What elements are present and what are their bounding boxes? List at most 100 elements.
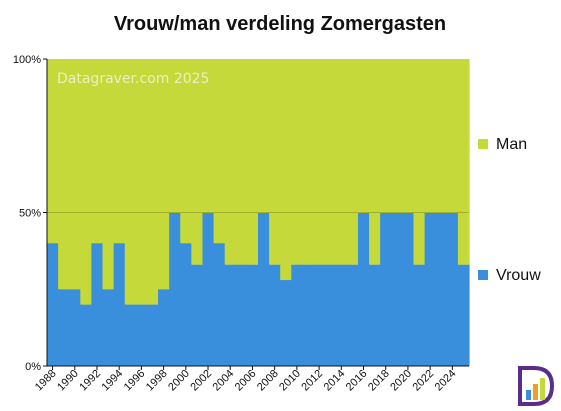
- plot-area: [47, 59, 470, 366]
- bar-vrouw-2019: [391, 212, 403, 366]
- bar-man-2022: [424, 59, 437, 213]
- bar-man-1992: [91, 59, 104, 244]
- bar-vrouw-2024: [446, 212, 459, 366]
- bar-vrouw-1999: [169, 212, 181, 366]
- bar-vrouw-2011: [302, 264, 315, 366]
- x-tick-label: 1996: [122, 368, 148, 394]
- bar-man-2001: [191, 59, 204, 265]
- bar-man-2008: [269, 59, 281, 265]
- bar-man-2009: [280, 59, 292, 281]
- x-tick-label: 2016: [344, 368, 370, 394]
- bar-man-2013: [324, 59, 337, 265]
- datagraver-logo-icon: [518, 366, 555, 406]
- bar-man-2017: [369, 59, 381, 265]
- bar-man-1997: [146, 59, 159, 305]
- bar-man-2007: [258, 59, 270, 213]
- bar-vrouw-1988: [47, 243, 59, 366]
- bar-man-2021: [413, 59, 426, 265]
- bar-man-1998: [158, 59, 170, 290]
- bar-man-1990: [69, 59, 81, 290]
- bar-vrouw-2009: [280, 280, 292, 366]
- bar-vrouw-2013: [324, 264, 337, 366]
- bar-vrouw-1993: [102, 289, 115, 366]
- bar-vrouw-2004: [224, 264, 237, 366]
- bar-man-2019: [391, 59, 403, 213]
- bar-vrouw-2010: [291, 264, 304, 366]
- bar-vrouw-1997: [146, 304, 159, 366]
- bar-vrouw-2015: [346, 264, 359, 366]
- bar-vrouw-2008: [269, 264, 281, 366]
- x-tick-label: 2008: [255, 368, 281, 394]
- bar-vrouw-2003: [213, 243, 226, 366]
- chart-title: Vrouw/man verdeling Zomergasten: [114, 13, 446, 35]
- watermark-text: Datagraver.com 2025: [57, 71, 209, 87]
- bar-man-1991: [80, 59, 93, 305]
- bar-man-2018: [380, 59, 392, 213]
- bar-man-2020: [402, 59, 415, 213]
- x-tick-label: 1994: [100, 368, 126, 394]
- bar-man-2005: [235, 59, 248, 265]
- x-tick-label: 2000: [166, 368, 192, 394]
- x-tick-label: 2010: [277, 368, 303, 394]
- x-tick-label: 2002: [188, 368, 214, 394]
- bar-vrouw-2006: [246, 264, 259, 366]
- bar-vrouw-2007: [258, 212, 270, 366]
- legend-label-vrouw: Vrouw: [496, 267, 541, 284]
- bar-vrouw-1991: [80, 304, 93, 366]
- bar-man-2000: [180, 59, 192, 244]
- bar-vrouw-2017: [369, 264, 381, 366]
- bar-man-2003: [213, 59, 226, 244]
- bar-man-2016: [357, 59, 370, 213]
- bar-vrouw-2016: [357, 212, 370, 366]
- x-tick-label: 1990: [55, 368, 81, 394]
- x-tick-label: 2012: [299, 368, 325, 394]
- legend: Man Vrouw: [478, 136, 541, 284]
- x-tick-label: 2020: [388, 368, 414, 394]
- bar-man-2002: [202, 59, 215, 213]
- legend-label-man: Man: [496, 136, 527, 153]
- bar-man-2011: [302, 59, 315, 265]
- bar-vrouw-2014: [335, 264, 348, 366]
- legend-swatch-man: [478, 139, 488, 149]
- bar-vrouw-2021: [413, 264, 426, 366]
- y-tick-label: 50%: [19, 208, 41, 220]
- y-tick-label: 0%: [25, 361, 41, 373]
- bar-vrouw-2000: [180, 243, 192, 366]
- bar-man-2004: [224, 59, 237, 265]
- bar-man-1996: [135, 59, 148, 305]
- x-tick-label: 2018: [366, 368, 392, 394]
- bar-vrouw-2001: [191, 264, 204, 366]
- x-tick-label: 2004: [211, 368, 237, 394]
- bar-vrouw-2018: [380, 212, 392, 366]
- bar-man-2010: [291, 59, 304, 265]
- bar-man-2024: [446, 59, 459, 213]
- legend-swatch-vrouw: [478, 270, 488, 280]
- bar-man-2012: [313, 59, 326, 265]
- bar-vrouw-2023: [435, 212, 448, 366]
- x-tick-label: 2006: [233, 368, 259, 394]
- bar-vrouw-1998: [158, 289, 170, 366]
- x-tick-label: 2014: [322, 368, 348, 394]
- bar-vrouw-2005: [235, 264, 248, 366]
- bar-man-2006: [246, 59, 259, 265]
- bar-vrouw-1992: [91, 243, 104, 366]
- bar-vrouw-2025: [457, 264, 470, 366]
- bar-man-2015: [346, 59, 359, 265]
- x-tick-label: 2022: [410, 368, 436, 394]
- bar-man-1999: [169, 59, 181, 213]
- bar-man-2014: [335, 59, 348, 265]
- bar-man-1989: [58, 59, 70, 290]
- bar-vrouw-2020: [402, 212, 415, 366]
- bar-man-1995: [124, 59, 137, 305]
- bar-vrouw-1989: [58, 289, 70, 366]
- bar-man-1993: [102, 59, 115, 290]
- bar-vrouw-1996: [135, 304, 148, 366]
- bar-vrouw-1990: [69, 289, 81, 366]
- bar-man-2023: [435, 59, 448, 213]
- bar-vrouw-2002: [202, 212, 215, 366]
- x-tick-label: 1992: [77, 368, 103, 394]
- y-tick-label: 100%: [13, 54, 41, 66]
- bar-man-2025: [457, 59, 470, 265]
- bar-vrouw-1995: [124, 304, 137, 366]
